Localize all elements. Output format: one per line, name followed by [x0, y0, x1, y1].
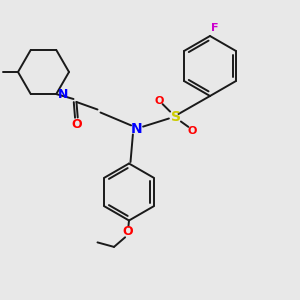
Text: O: O: [122, 225, 133, 239]
Text: N: N: [58, 88, 68, 100]
Text: F: F: [212, 23, 219, 33]
Text: O: O: [71, 118, 82, 131]
Text: N: N: [131, 122, 142, 136]
Text: S: S: [170, 110, 181, 124]
Text: O: O: [187, 125, 197, 136]
Text: O: O: [154, 95, 164, 106]
